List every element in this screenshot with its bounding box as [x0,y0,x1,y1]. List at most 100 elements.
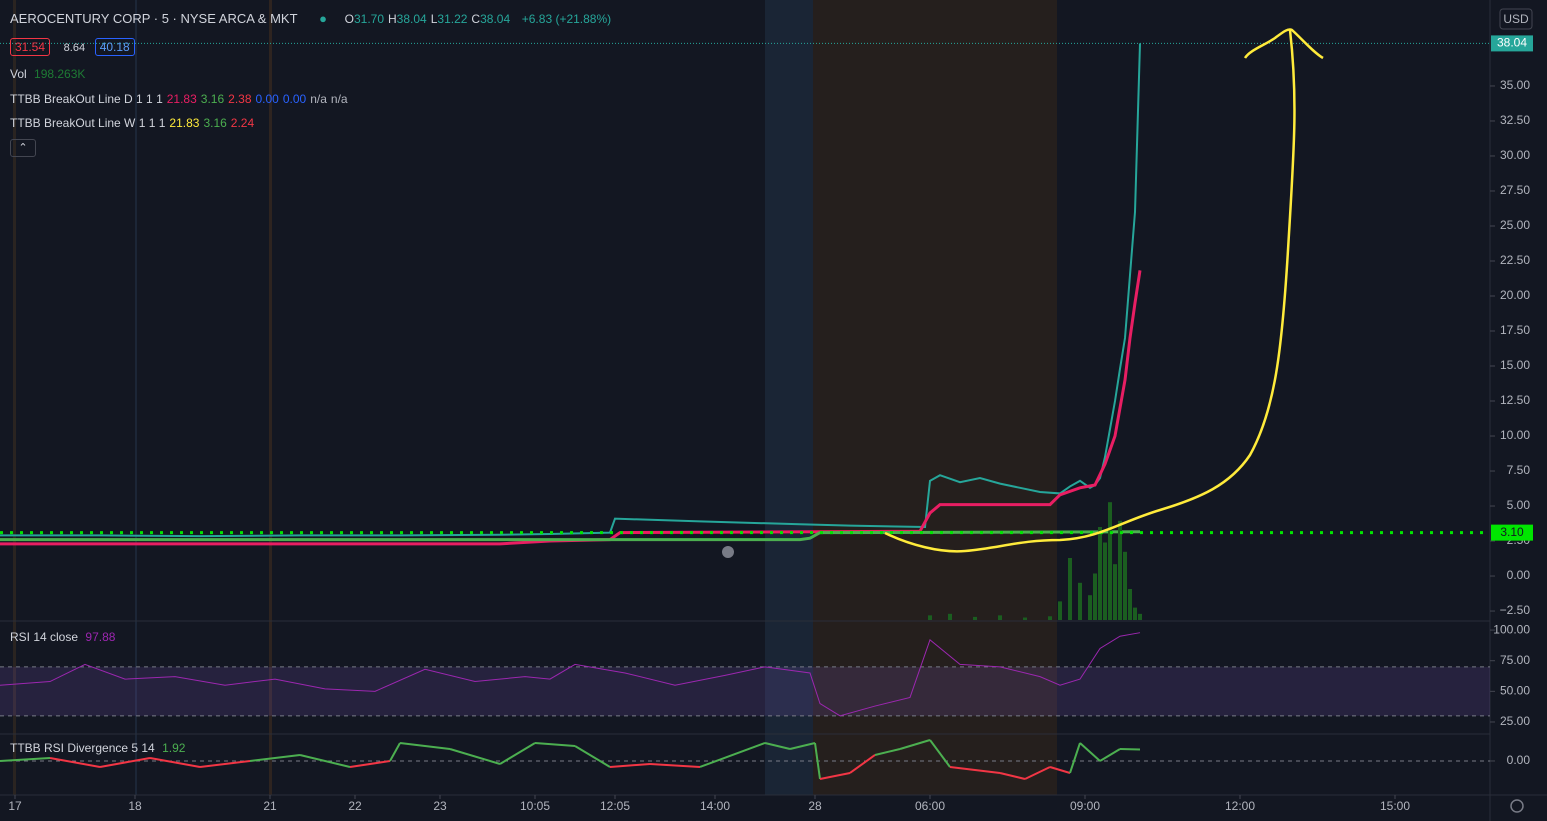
symbol-title[interactable]: AEROCENTURY CORP · 5 · NYSE ARCA & MKT [10,11,298,26]
volume-bar [1118,520,1122,620]
x-tick-label: 21 [263,799,277,813]
volume-bar [1078,582,1082,620]
divergence-segment [389,742,401,762]
price-level-label: 3.10 [1500,525,1524,539]
divergence-segment [149,756,201,768]
volume-bar [1088,595,1092,620]
legend-value: 2.38 [228,92,252,106]
y-tick-label: 22.50 [1500,253,1530,267]
x-tick-label: 18 [128,799,142,813]
legend-name: TTBB BreakOut Line D 1 1 1 [10,92,163,106]
ohlc-label: C [471,12,481,26]
volume-bar [1058,601,1062,620]
volume-bar [928,615,932,620]
y-tick-label: 7.50 [1507,463,1531,477]
divergence-segment [574,745,611,768]
x-tick-label: 17 [8,799,22,813]
price-line [0,43,1141,538]
y-tick-label: 50.00 [1500,684,1530,698]
volume-bar [1048,616,1052,620]
price-level-box [1491,524,1533,541]
legend-title: Vol [10,67,27,81]
divergence-segment [1069,742,1081,774]
session-marker [269,0,272,795]
ohlc-label: O [344,12,354,26]
divergence-segment [819,771,851,780]
y-tick-label: 25.00 [1500,714,1530,728]
volume-bar [1093,573,1097,620]
bid[interactable]: 31.54 [10,38,51,56]
ohlc: O31.70 H38.04 L31.22 C38.04 [345,12,515,26]
y-tick-label: 0.00 [1507,753,1531,767]
y-tick-label: 12.50 [1500,393,1530,407]
y-tick-label: 20.00 [1500,288,1530,302]
session-shade [813,0,1057,795]
volume-bar [948,613,952,620]
indicator-line [0,530,1141,542]
x-tick-label: 14:00 [700,799,730,813]
y-tick-label: 25.00 [1500,218,1530,232]
legend-value: n/a [330,92,348,106]
divergence-segment [929,739,951,768]
divergence-segment [699,742,766,768]
ohlc-value: 38.04 [480,12,511,26]
currency-box[interactable] [1499,8,1533,30]
x-tick-label: 28 [808,799,822,813]
volume-bar [1068,558,1072,620]
y-tick-label: 17.50 [1500,323,1530,337]
indicator-legend: TTBB BreakOut Line D 1 1 1 21.83 3.16 2.38 0… [10,92,352,106]
divergence-segment [1099,748,1121,762]
volume-bar [973,616,977,620]
y-tick-label: 5.00 [1507,498,1531,512]
y-tick-label: 32.50 [1500,113,1530,127]
y-tick-label: 35.00 [1500,78,1530,92]
y-tick-label: 75.00 [1500,653,1530,667]
volume-bar [1098,527,1102,620]
y-tick-label: 10.00 [1500,428,1530,442]
session-marker [13,0,16,795]
divergence-segment [299,754,351,768]
volume-bar [1108,502,1112,620]
ask[interactable]: 40.18 [94,38,135,56]
legend-value: 3.16 [203,116,227,130]
annotation-drawing [1243,28,1324,60]
divergence-segment [999,772,1026,780]
x-tick-label: 15:00 [1380,799,1410,813]
y-tick-label: −2.50 [1500,603,1531,617]
volume-bar [1113,564,1117,620]
collapse-button[interactable]: ⌃ [10,139,36,157]
currency: USD [1503,12,1529,26]
price-line [0,632,1141,717]
divergence-segment [789,742,816,750]
legend-value: 0.00 [255,92,279,106]
y-tick-label: 27.50 [1500,183,1530,197]
legend-value: 3.16 [200,92,225,106]
volume-bar [1128,589,1132,620]
x-tick-label: 09:00 [1070,799,1100,813]
volume-bar [1138,613,1142,620]
change: +6.83 (+21.88%) [521,12,612,26]
legend-value: 198.263K [34,67,86,81]
ohlc-label: L [430,12,438,26]
last-price-label: 38.04 [1497,36,1527,50]
settings-icon[interactable] [1510,799,1524,813]
x-tick-label: 12:00 [1225,799,1255,813]
legend-name: TTBB BreakOut Line W 1 1 1 [10,116,166,130]
legend-value: 0.00 [282,92,307,106]
divergence-segment [249,753,301,762]
spread: 8.64 [63,42,86,54]
ohlc-value: 31.70 [353,12,384,26]
event-marker[interactable] [722,546,734,558]
divergence-segment [0,756,51,762]
x-tick-label: 22 [348,799,362,813]
y-tick-label: 15.00 [1500,358,1530,372]
volume-bar [1123,551,1127,620]
legend-value: 1.92 [162,741,186,755]
divergence-segment [874,748,901,756]
x-tick-label: 23 [433,799,447,813]
divergence-segment [899,739,931,750]
y-tick-label: 0.00 [1507,568,1531,582]
session-shade [765,0,813,795]
volume-bar [998,615,1002,620]
session-marker [135,0,137,795]
